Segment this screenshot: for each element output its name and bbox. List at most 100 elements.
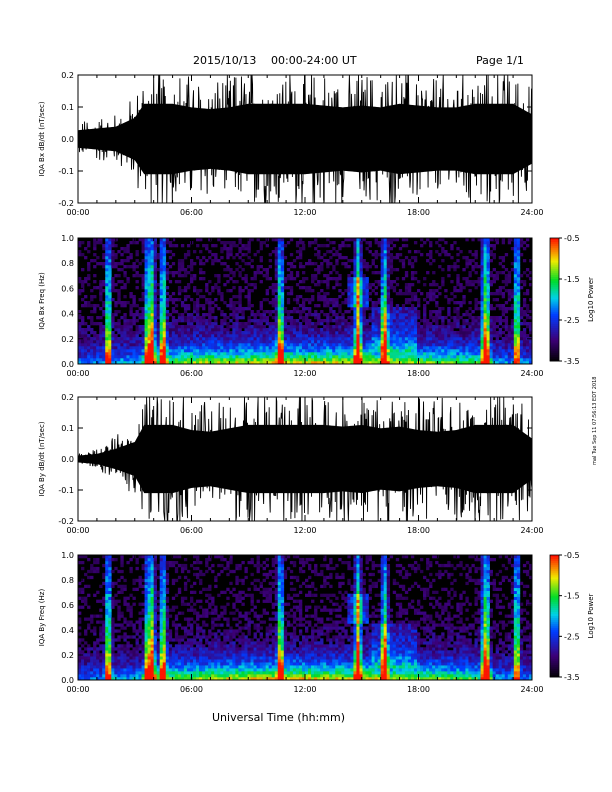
spectrogram-cell xyxy=(93,352,97,356)
spectrogram-cell xyxy=(486,310,490,314)
spectrogram-cell xyxy=(183,355,188,359)
spectrogram-cell xyxy=(486,253,490,257)
spectrogram-cell xyxy=(413,307,418,311)
spectrogram-cell xyxy=(504,301,509,305)
spectrogram-cell xyxy=(159,316,164,320)
spectrogram-cell xyxy=(90,617,94,621)
spectrogram-cell xyxy=(90,331,94,335)
spectrogram-cell xyxy=(429,349,433,353)
spectrogram-cell xyxy=(453,319,457,323)
spectrogram-cell xyxy=(90,671,94,675)
spectrogram-cell xyxy=(444,331,448,335)
spectrogram-cell xyxy=(150,298,154,302)
spectrogram-cell xyxy=(114,322,118,326)
spectrogram-cell xyxy=(483,244,487,248)
spectrogram-cell xyxy=(365,325,369,329)
spectrogram-cell xyxy=(126,331,130,335)
spectrogram-cell xyxy=(144,301,148,305)
spectrogram-cell xyxy=(292,358,297,362)
spectrogram-cell xyxy=(416,340,421,344)
spectrogram-cell xyxy=(380,301,384,305)
spectrogram-cell xyxy=(99,629,103,633)
spectrogram-cell xyxy=(525,304,530,308)
spectrogram-cell xyxy=(398,259,403,263)
spectrogram-cell xyxy=(374,319,378,323)
spectrogram-cell xyxy=(144,292,148,296)
spectrogram-cell xyxy=(347,343,351,347)
spectrogram-cell xyxy=(401,244,406,248)
spectrogram-cell xyxy=(450,346,454,350)
spectrogram-cell xyxy=(244,325,248,329)
spectrogram-cell xyxy=(377,241,381,245)
spectrogram-cell xyxy=(426,346,430,350)
spectrogram-cell xyxy=(99,659,103,663)
spectrogram-cell xyxy=(383,280,388,284)
spectrogram-cell xyxy=(401,310,406,314)
spectrogram-cell xyxy=(353,304,357,308)
spectrogram-cell xyxy=(280,271,285,275)
spectrogram-cell xyxy=(141,361,145,365)
spectrogram-cell xyxy=(338,328,342,332)
spectrogram-cell xyxy=(177,346,182,350)
spectrogram-cell xyxy=(383,325,388,329)
spectrogram-cell xyxy=(332,313,336,317)
spectrogram-cell xyxy=(371,331,375,335)
spectrogram-cell xyxy=(277,280,282,284)
spectrogram-cell xyxy=(516,298,521,302)
spectrogram-cell xyxy=(180,244,185,248)
spectrogram-cell xyxy=(450,343,454,347)
spectrogram-cell xyxy=(305,307,309,311)
spectrogram-cell xyxy=(135,358,139,362)
spectrogram-cell xyxy=(147,253,151,257)
spectrogram-cell xyxy=(186,328,191,332)
spectrogram-cell xyxy=(162,310,167,314)
spectrogram-cell xyxy=(525,325,530,329)
spectrogram-cell xyxy=(438,313,442,317)
spectrogram-cell xyxy=(96,647,100,651)
spectrogram-cell xyxy=(341,343,345,347)
spectrogram-cell xyxy=(477,331,481,335)
spectrogram-cell xyxy=(398,322,403,326)
spectrogram-cell xyxy=(383,307,388,311)
spectrogram-cell xyxy=(177,358,182,362)
spectrogram-cell xyxy=(96,620,100,624)
spectrogram-cell xyxy=(353,295,357,299)
spectrogram-cell xyxy=(171,319,176,323)
spectrogram-cell xyxy=(314,268,318,272)
spectrogram-cell xyxy=(135,560,139,565)
spectrogram-cell xyxy=(144,331,148,335)
spectrogram-cell xyxy=(389,283,394,287)
spectrogram-cell xyxy=(389,238,394,242)
spectrogram-cell xyxy=(96,557,100,562)
spectrogram-cell xyxy=(347,361,351,365)
spectrogram-cell xyxy=(135,328,139,332)
spectrogram-cell xyxy=(138,647,142,651)
spectrogram-cell xyxy=(111,605,115,609)
spectrogram-cell xyxy=(96,349,100,353)
colorbar-step xyxy=(550,285,559,288)
spectrogram-cell xyxy=(413,322,418,326)
spectrogram-cell xyxy=(96,641,100,645)
spectrogram-cell xyxy=(323,361,327,365)
spectrogram-cell xyxy=(522,346,527,350)
spectrogram-cell xyxy=(389,265,394,269)
spectrogram-cell xyxy=(435,352,439,356)
spectrogram-cell xyxy=(232,337,236,341)
spectrogram-cell xyxy=(111,674,115,678)
spectrogram-cell xyxy=(87,647,91,651)
spectrogram-cell xyxy=(477,349,481,353)
colorbar-step xyxy=(550,283,559,286)
spectrogram-cell xyxy=(150,271,154,275)
spectrogram-cell xyxy=(87,328,91,332)
spectrogram-cell xyxy=(235,349,239,353)
spectrogram-cell xyxy=(235,322,239,326)
spectrogram-cell xyxy=(277,328,282,332)
spectrogram-cell xyxy=(353,361,357,365)
spectrogram-cell xyxy=(211,307,215,311)
spectrogram-cell xyxy=(108,653,112,657)
colorbar-step xyxy=(550,315,559,319)
spectrogram-cell xyxy=(329,316,333,320)
spectrogram-cell xyxy=(78,659,82,663)
spectrogram-cell xyxy=(280,349,285,353)
spectrogram-cell xyxy=(432,271,436,275)
